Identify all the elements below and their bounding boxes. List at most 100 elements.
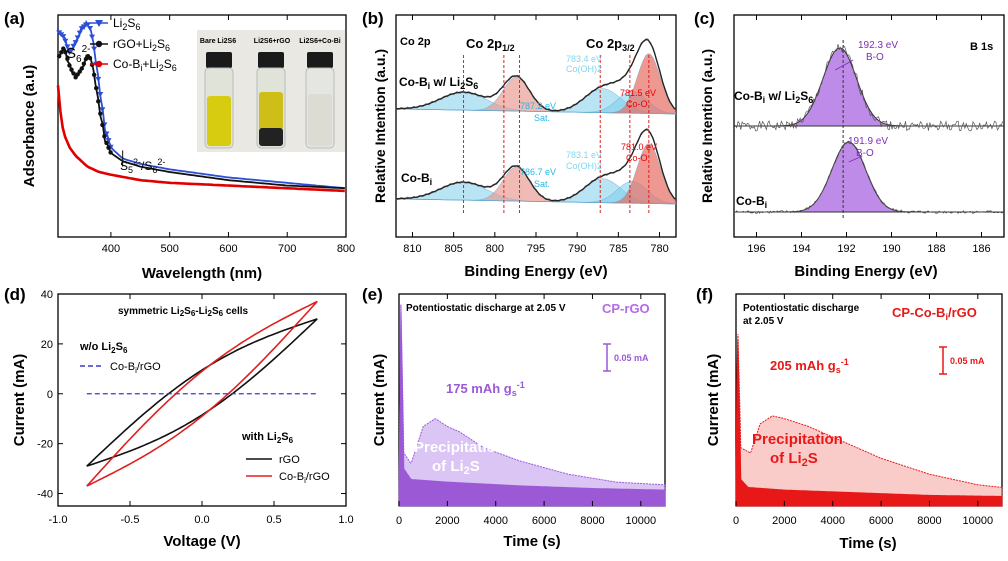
b-component-0-4 xyxy=(395,53,677,115)
c-sample-cobi-li2s6: Co-Bi w/ Li2S6 xyxy=(734,89,813,105)
c-peak1-label: 192.3 eV xyxy=(858,40,898,51)
b-peak3-sub: Co(OH)2 xyxy=(566,64,602,74)
area-e-label-1: Precipitation xyxy=(414,439,505,456)
panel-c-xticks: 196 194 192 190 188 186 xyxy=(747,15,991,255)
b-peak6-sub: Co(OH)2 xyxy=(566,161,602,171)
c-x-tick-label: 186 xyxy=(972,243,990,255)
point-li2s6 xyxy=(70,43,77,49)
point-rgo xyxy=(104,140,109,146)
b-peak6-label: 783.1 eV xyxy=(566,150,602,160)
point-rgo xyxy=(59,50,64,55)
point-li2s6 xyxy=(62,38,69,44)
b-peak1-sub: Co-O xyxy=(626,99,648,109)
panel-f: (f) 0 2000 4000 6000 8000 10000 Potentiostati… xyxy=(696,285,1003,552)
b-peak4-label: 781.0 eV xyxy=(621,142,657,152)
e-plot-area-total xyxy=(398,304,666,507)
b-peak2-label: 787.2 eV xyxy=(520,101,556,111)
c-x-tick-label: 194 xyxy=(792,243,810,255)
b-peak3-label: 783.4 eV xyxy=(566,54,602,64)
d-x-tick-label: 1.0 xyxy=(338,514,353,526)
b-peak5-sub: Sat. xyxy=(534,179,550,189)
panel-a-plot xyxy=(56,19,345,193)
f-plot-area-total xyxy=(735,334,1003,507)
legend-with-li2s6: with Li2S6 xyxy=(241,431,294,445)
legend-rgo-li2s6: rGO+Li2S6 xyxy=(113,37,170,53)
b-x-tick-label: 785 xyxy=(609,243,627,255)
point-li2s6 xyxy=(103,131,110,137)
legend-cobi-rgo-wo: Co-Bi/rGO xyxy=(110,361,161,375)
panel-b-title: Co 2p xyxy=(400,36,431,48)
panel-c-ylabel: Relative Intention (a.u.) xyxy=(699,49,715,203)
e-plot-area-baseline xyxy=(398,304,666,507)
b-peak5-label: 786.7 eV xyxy=(520,167,556,177)
point-li2s6 xyxy=(91,46,98,52)
vial-liquid-clear xyxy=(308,94,332,146)
point-rgo xyxy=(71,71,76,76)
c-peak2-sub: B-O xyxy=(856,148,874,159)
point-rgo xyxy=(77,69,82,74)
c-x-tick-label: 192 xyxy=(837,243,855,255)
point-rgo xyxy=(56,53,62,59)
b-peak1-label: 781.5 eV xyxy=(620,88,656,98)
panel-f-label: (f) xyxy=(696,285,713,304)
point-li2s6 xyxy=(68,47,75,53)
point-rgo xyxy=(91,72,97,78)
panel-d-label: (d) xyxy=(4,285,26,304)
vial-liquid-yellow xyxy=(207,96,231,146)
e-plot-x-tick-label: 6000 xyxy=(532,515,556,527)
panel-f-plot xyxy=(735,334,1003,507)
d-y-tick-label: 40 xyxy=(41,289,53,301)
panel-e-xlabel: Time (s) xyxy=(503,533,560,550)
b-x-tick-label: 810 xyxy=(403,243,421,255)
panel-e-title: Potentiostatic discharge at 2.05 V xyxy=(406,303,566,314)
panel-d-ylabel: Current (mA) xyxy=(11,354,28,447)
inset-label-2: Li2S6+rGO xyxy=(254,38,291,45)
scale-bar-e-label: 0.05 mA xyxy=(614,353,649,363)
e-plot-x-tick-label: 0 xyxy=(396,515,402,527)
c-peak1-sub: B-O xyxy=(866,52,884,63)
inset-label-1: Bare Li2S6 xyxy=(200,38,236,45)
inset-photo: Bare Li2S6 Li2S6+rGO Li2S6+Co-Bi xyxy=(197,30,345,152)
point-li2s6 xyxy=(64,44,71,50)
panel-d-plot xyxy=(86,300,318,487)
b-x-tick-label: 805 xyxy=(444,243,462,255)
point-li2s6 xyxy=(60,34,67,40)
b-component-1-4 xyxy=(395,143,677,205)
point-rgo xyxy=(96,99,101,104)
d-x-tick-label: 0.5 xyxy=(266,514,281,526)
annotation-s5-s6: S52-/S62- xyxy=(120,157,165,175)
b-x-tick-label: 780 xyxy=(650,243,668,255)
panel-e-plot xyxy=(398,304,666,507)
e-plot-x-tick-label: 10000 xyxy=(626,515,657,527)
f-plot-x-tick-label: 10000 xyxy=(963,515,994,527)
panel-b-xticks: 810 805 800 795 790 785 780 xyxy=(403,15,669,255)
point-rgo xyxy=(69,67,74,72)
point-rgo xyxy=(100,122,105,128)
a-x-tick-label: 600 xyxy=(219,243,237,255)
point-rgo xyxy=(65,56,70,62)
f-plot-x-tick-label: 4000 xyxy=(820,515,844,527)
panel-a-ylabel: Adsorbance (a.u) xyxy=(21,65,38,188)
panel-f-title-2: at 2.05 V xyxy=(743,316,784,327)
point-rgo xyxy=(79,66,85,71)
b-fit-1 xyxy=(395,128,676,202)
legend-wo-li2s6: w/o Li2S6 xyxy=(79,341,128,355)
capacity-f-unit: -1 xyxy=(841,357,849,367)
c-x-tick-label: 196 xyxy=(747,243,765,255)
panel-a-label: (a) xyxy=(4,9,25,28)
circle-marker-icon xyxy=(95,60,103,68)
vial-cap xyxy=(206,52,232,68)
circle-marker-icon xyxy=(95,40,103,48)
sample-cobi: Co-Bi xyxy=(401,171,432,187)
panel-f-ylabel: Current (mA) xyxy=(705,354,722,447)
triangle-marker-icon xyxy=(95,20,103,27)
panel-f-xlabel: Time (s) xyxy=(839,535,896,552)
point-li2s6 xyxy=(105,138,112,144)
b-fit-0 xyxy=(395,38,676,112)
a-x-tick-label: 700 xyxy=(278,243,296,255)
f-plot-x-tick-label: 8000 xyxy=(917,515,941,527)
panel-d-xticks: -1.0 -0.5 0.0 0.5 1.0 xyxy=(49,294,354,526)
capacity-e-value: 175 mAh g xyxy=(446,381,512,396)
panel-b-plot xyxy=(395,38,677,215)
